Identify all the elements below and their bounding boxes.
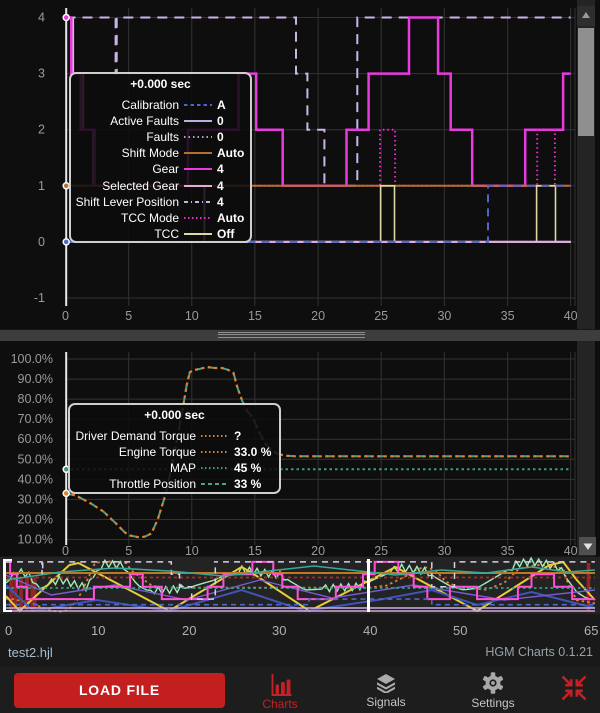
svg-text:10: 10	[185, 544, 199, 558]
svg-text:80.0%: 80.0%	[18, 392, 53, 406]
svg-text:90.0%: 90.0%	[18, 372, 53, 386]
svg-text:60.0%: 60.0%	[18, 432, 53, 446]
svg-text:40: 40	[564, 544, 578, 558]
svg-text:2: 2	[38, 123, 45, 137]
svg-text:30: 30	[437, 309, 451, 323]
svg-text:100.0%: 100.0%	[11, 352, 53, 366]
svg-text:35: 35	[501, 309, 515, 323]
svg-text:20: 20	[311, 544, 325, 558]
svg-text:25: 25	[374, 544, 388, 558]
svg-text:1: 1	[38, 179, 45, 193]
svg-text:5: 5	[125, 544, 132, 558]
svg-text:5: 5	[125, 309, 132, 323]
svg-text:3: 3	[38, 67, 45, 81]
svg-text:20.0%: 20.0%	[18, 513, 53, 527]
svg-text:0: 0	[62, 544, 69, 558]
svg-text:15: 15	[248, 309, 262, 323]
svg-text:30.0%: 30.0%	[18, 492, 53, 506]
svg-text:50.0%: 50.0%	[18, 452, 53, 466]
svg-text:35: 35	[501, 544, 515, 558]
svg-text:20: 20	[311, 309, 325, 323]
svg-text:15: 15	[248, 544, 262, 558]
svg-text:40.0%: 40.0%	[18, 472, 53, 486]
svg-text:30: 30	[437, 544, 451, 558]
svg-text:70.0%: 70.0%	[18, 412, 53, 426]
svg-text:0: 0	[38, 235, 45, 249]
svg-text:25: 25	[374, 309, 388, 323]
svg-text:40: 40	[564, 309, 578, 323]
svg-text:10.0%: 10.0%	[18, 533, 53, 547]
svg-text:10: 10	[185, 309, 199, 323]
svg-text:-1: -1	[34, 291, 45, 305]
svg-text:4: 4	[38, 11, 45, 25]
svg-text:0: 0	[62, 309, 69, 323]
